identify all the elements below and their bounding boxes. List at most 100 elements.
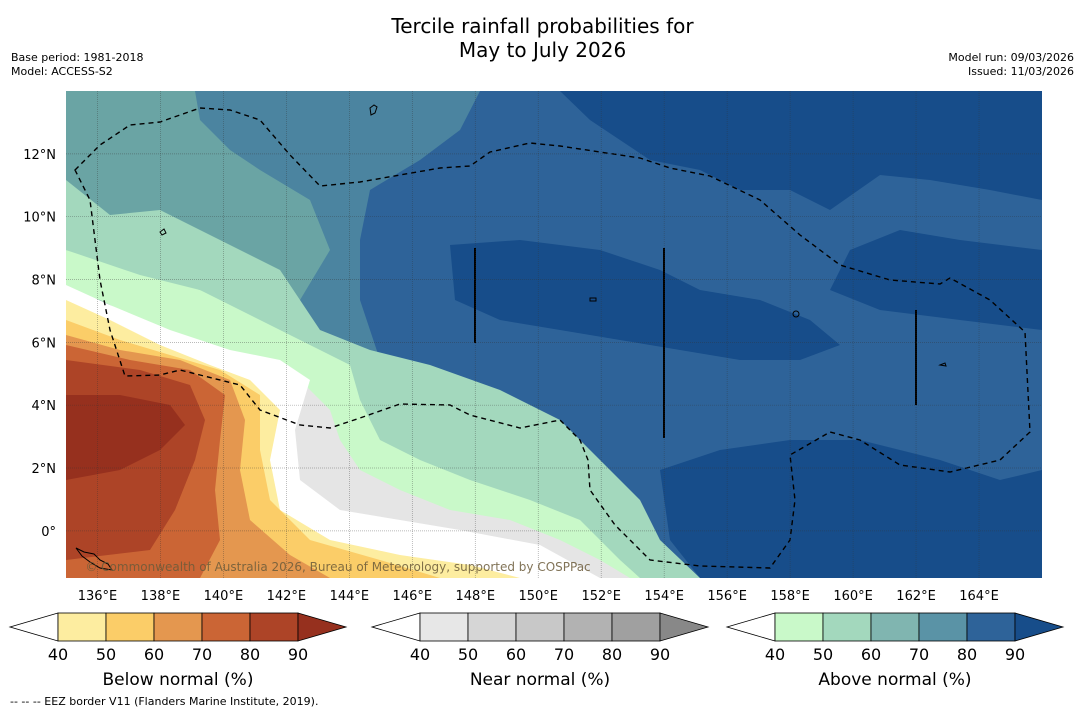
- base-period-text: Base period: 1981-2018: [11, 51, 144, 64]
- colorbar-tick-label: 90: [1005, 645, 1025, 664]
- colorbar-high-arrow: [297, 612, 348, 642]
- island-1: [159, 228, 167, 236]
- colorbar-segment: [467, 612, 517, 642]
- island-outlines: [75, 104, 947, 571]
- lon-tick-label: 136°E: [78, 589, 118, 604]
- lat-tick-label: 4°N: [32, 399, 57, 414]
- lat-tick-label: 12°N: [23, 148, 56, 163]
- colorbar-title: Below normal (%): [103, 670, 254, 690]
- colorbar-segment: [153, 612, 203, 642]
- lon-tick-label: 152°E: [581, 589, 621, 604]
- colorbar-tick-label: 50: [96, 645, 116, 664]
- colorbar-segment: [515, 612, 565, 642]
- colorbar-tick-label: 50: [458, 645, 478, 664]
- colorbar-above: 40 50 60 70 80 90 Above normal (%): [725, 612, 1065, 690]
- lon-tick-label: 148°E: [456, 589, 496, 604]
- field-above-90-east: [830, 230, 1042, 330]
- eez-footnote: -- -- -- EEZ border V11 (Flanders Marine…: [10, 695, 319, 708]
- colorbar-below: 40 50 60 70 80 90 Below normal (%): [8, 612, 348, 690]
- colorbar-tick-label: 40: [765, 645, 785, 664]
- island-png: [75, 547, 114, 571]
- map-panel: © Commonwealth of Australia 2026, Bureau…: [66, 91, 1042, 578]
- colorbar-segment: [966, 612, 1016, 642]
- lat-tick-label: 6°N: [32, 336, 57, 351]
- field-above-90-central: [450, 240, 840, 360]
- colorbar-segment: [870, 612, 920, 642]
- island-chuuk: [589, 297, 597, 302]
- lon-tick-label: 162°E: [896, 589, 936, 604]
- meta-left: Base period: 1981-2018 Model: ACCESS-S2: [11, 51, 143, 79]
- colorbar-tick-label: 60: [861, 645, 881, 664]
- colorbar-tick-label: 70: [909, 645, 929, 664]
- map-title: Tercile rainfall probabilities for May t…: [0, 14, 1085, 62]
- lon-tick-label: 140°E: [204, 589, 244, 604]
- eez-border: [74, 107, 1031, 569]
- island-2: [938, 362, 947, 367]
- colorbar-tick-label: 40: [410, 645, 430, 664]
- colorbar-tick-label: 90: [650, 645, 670, 664]
- lon-tick-label: 150°E: [518, 589, 558, 604]
- field-above-50: [66, 180, 700, 578]
- meta-right: Model run: 09/03/2026 Issued: 11/03/2026: [948, 51, 1074, 79]
- colorbar-tick-label: 60: [144, 645, 164, 664]
- colorbar-segment: [105, 612, 155, 642]
- lon-tick-label: 142°E: [267, 589, 307, 604]
- lon-tick-label: 164°E: [959, 589, 999, 604]
- colorbar-segment: [201, 612, 251, 642]
- issued-text: Issued: 11/03/2026: [967, 65, 1074, 78]
- colorbars: 40 50 60 70 80 90 Below normal (%) 40 50 60 70 80 90…: [8, 612, 1065, 690]
- lat-tick-label: 0°: [41, 525, 56, 540]
- map-title-line2: May to July 2026: [458, 38, 627, 62]
- lon-tick-label: 160°E: [833, 589, 873, 604]
- colorbar-title: Near normal (%): [470, 670, 610, 690]
- gridlines: [66, 91, 1042, 578]
- field-below-90: [66, 395, 185, 480]
- colorbar-tick-label: 70: [554, 645, 574, 664]
- lon-tick-label: 144°E: [330, 589, 370, 604]
- colorbar-low-arrow: [370, 612, 421, 642]
- lat-tick-label: 8°N: [32, 274, 57, 289]
- colorbar-segment: [774, 612, 824, 642]
- lat-axis: 12°N 10°N 8°N 6°N 4°N 2°N 0°: [23, 148, 56, 540]
- island-pohnpei: [792, 310, 800, 318]
- lon-tick-label: 156°E: [707, 589, 747, 604]
- colorbar-segment: [611, 612, 661, 642]
- colorbar-tick-label: 80: [957, 645, 977, 664]
- lon-tick-label: 154°E: [644, 589, 684, 604]
- eez-solid-lines: [474, 248, 917, 438]
- colorbar-near: 40 50 60 70 80 90 Near normal (%): [370, 612, 710, 690]
- field-above-40: [66, 250, 640, 578]
- attribution-text: © Commonwealth of Australia 2026, Bureau…: [85, 560, 590, 574]
- colorbar-title: Above normal (%): [818, 670, 971, 690]
- colorbar-segment: [822, 612, 872, 642]
- lat-tick-label: 10°N: [23, 211, 56, 226]
- lon-axis: 136°E 138°E 140°E 142°E 144°E 146°E 148°E 150°E…: [78, 589, 999, 604]
- field-white-band: [66, 285, 600, 578]
- lon-tick-label: 138°E: [141, 589, 181, 604]
- field-above-90-south: [660, 440, 1042, 578]
- colorbar-tick-label: 40: [48, 645, 68, 664]
- colorbar-segment: [918, 612, 968, 642]
- colorbar-low-arrow: [8, 612, 59, 642]
- colorbar-high-arrow: [659, 612, 710, 642]
- colorbar-tick-label: 90: [288, 645, 308, 664]
- map-title-line1: Tercile rainfall probabilities for: [391, 14, 694, 38]
- colorbar-tick-label: 60: [506, 645, 526, 664]
- island-guam: [369, 104, 378, 116]
- field-above-90-north: [560, 91, 1042, 210]
- colorbar-segment: [57, 612, 107, 642]
- colorbar-tick-label: 80: [240, 645, 260, 664]
- colorbar-segment: [419, 612, 469, 642]
- model-run-text: Model run: 09/03/2026: [948, 51, 1074, 64]
- colorbar-tick-label: 50: [813, 645, 833, 664]
- colorbar-low-arrow: [725, 612, 776, 642]
- lon-tick-label: 146°E: [393, 589, 433, 604]
- lon-tick-label: 158°E: [770, 589, 810, 604]
- lat-tick-label: 2°N: [32, 462, 57, 477]
- colorbar-high-arrow: [1014, 612, 1065, 642]
- colorbar-tick-label: 80: [602, 645, 622, 664]
- colorbar-segment: [249, 612, 299, 642]
- colorbar-segment: [563, 612, 613, 642]
- colorbar-tick-label: 70: [192, 645, 212, 664]
